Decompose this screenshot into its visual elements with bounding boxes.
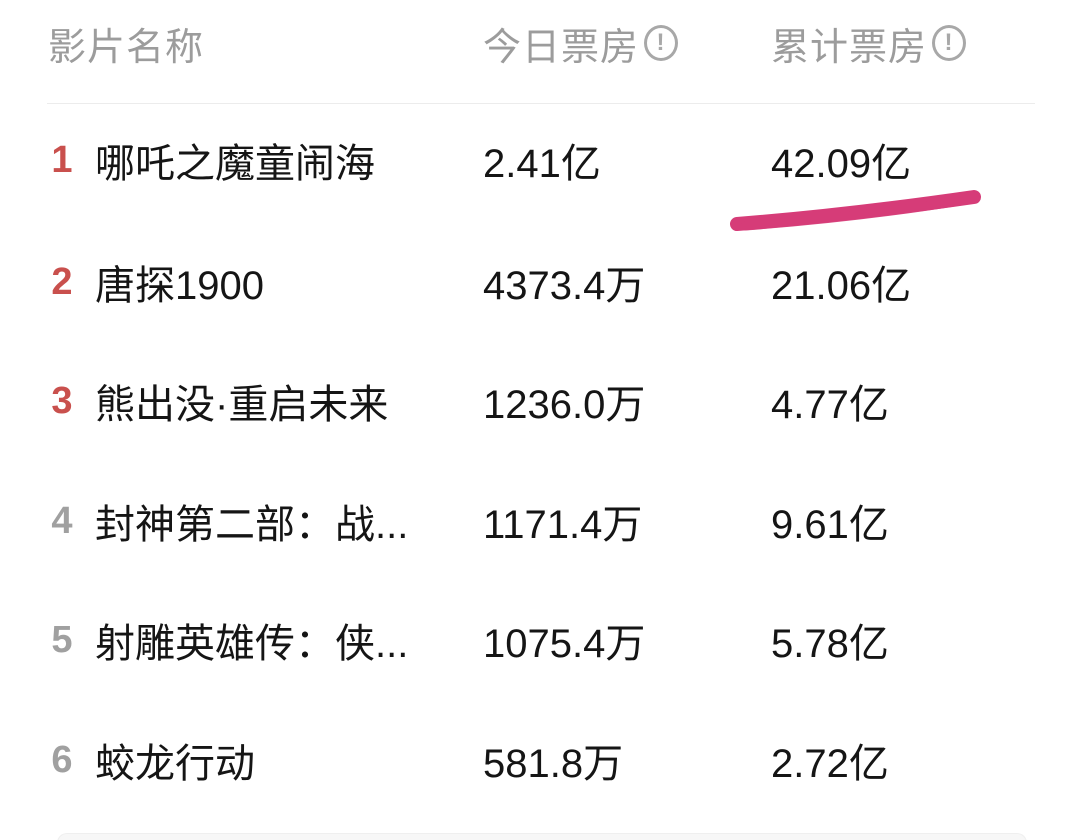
rank-badge: 2	[51, 260, 73, 303]
rank-badge: 3	[51, 379, 73, 422]
column-header-total-boxoffice: 累计票房 !	[771, 20, 967, 69]
rank-badge: 4	[51, 499, 73, 542]
total-boxoffice-value: 2.72亿	[771, 742, 889, 786]
info-icon[interactable]: !	[932, 25, 967, 61]
column-header-today-label: 今日票房	[483, 26, 640, 69]
table-row[interactable]: 6 蛟龙行动 581.8万 2.72亿	[0, 700, 1080, 820]
column-header-today-boxoffice: 今日票房 !	[483, 20, 679, 69]
movie-name: 熊出没·重启未来	[95, 383, 389, 427]
today-boxoffice-value: 1171.4万	[483, 503, 643, 547]
rank-badge: 1	[51, 138, 73, 181]
total-boxoffice-value: 5.78亿	[771, 622, 889, 666]
table-row[interactable]: 3 熊出没·重启未来 1236.0万 4.77亿	[0, 341, 1080, 461]
total-boxoffice-value: 42.09亿	[771, 142, 912, 186]
movie-name: 哪吒之魔童闹海	[95, 142, 375, 186]
table-row[interactable]: 4 封神第二部：战... 1171.4万 9.61亿	[0, 461, 1080, 581]
today-boxoffice-value: 1075.4万	[483, 622, 646, 666]
movie-name: 封神第二部：战...	[95, 503, 409, 547]
today-boxoffice-value: 2.41亿	[483, 142, 601, 186]
movie-name: 射雕英雄传：侠...	[95, 622, 409, 666]
total-boxoffice-value: 4.77亿	[771, 383, 889, 427]
table-row[interactable]: 2 唐探1900 4373.4万 21.06亿	[0, 222, 1080, 342]
today-boxoffice-value: 4373.4万	[483, 264, 646, 308]
total-boxoffice-value: 9.61亿	[771, 503, 889, 547]
table-row[interactable]: 1 哪吒之魔童闹海 2.41亿 42.09亿	[0, 100, 1080, 220]
column-header-total-label: 累计票房	[771, 26, 928, 69]
header-divider	[47, 103, 1035, 104]
rank-badge: 6	[51, 738, 73, 781]
movie-name: 蛟龙行动	[95, 742, 255, 786]
today-boxoffice-value: 581.8万	[483, 742, 624, 786]
table-row[interactable]: 5 射雕英雄传：侠... 1075.4万 5.78亿	[0, 580, 1080, 700]
movie-name: 唐探1900	[95, 264, 264, 308]
info-icon[interactable]: !	[644, 25, 679, 61]
rank-badge: 5	[51, 618, 73, 661]
total-boxoffice-value: 21.06亿	[771, 264, 912, 308]
bottom-card-edge	[57, 833, 1027, 840]
today-boxoffice-value: 1236.0万	[483, 383, 646, 427]
column-header-movie-name: 影片名称	[48, 20, 204, 69]
column-header-movie-name-label: 影片名称	[48, 26, 205, 69]
